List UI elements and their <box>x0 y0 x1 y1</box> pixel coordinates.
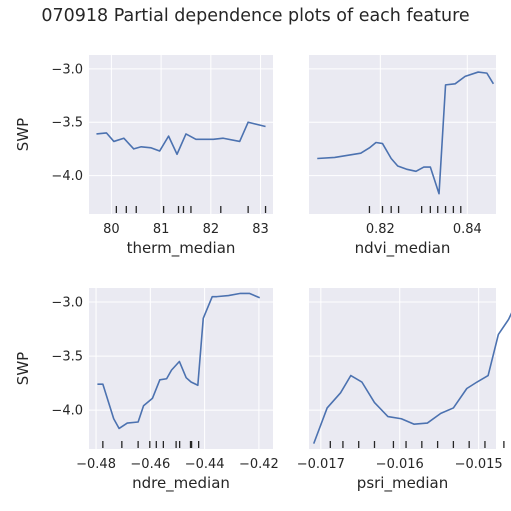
plot-background <box>89 55 273 214</box>
x-tick-label: 83 <box>252 222 269 237</box>
x-tick-label: −0.46 <box>130 457 170 472</box>
figure-title: 070918 Partial dependence plots of each … <box>41 6 470 26</box>
series-line-1 <box>97 292 261 430</box>
series-line-1 <box>317 71 495 195</box>
y-axis-label: SWP <box>14 118 32 151</box>
y-tick-label: −3.0 <box>51 62 83 77</box>
y-tick-label: −3.0 <box>51 296 83 311</box>
series-line-1 <box>312 312 511 444</box>
x-tick-label: −0.017 <box>297 457 345 472</box>
x-tick-label: 82 <box>203 222 220 237</box>
y-tick-label: −4.0 <box>51 169 83 184</box>
y-axis-label: SWP <box>14 352 32 385</box>
x-axis-label: psri_median <box>357 474 448 493</box>
x-axis-label: ndre_median <box>132 474 230 493</box>
y-tick-label: −4.0 <box>51 404 83 419</box>
x-axis-label: therm_median <box>127 239 236 258</box>
x-tick-label: −0.015 <box>455 457 503 472</box>
subplot-1: −4.0 −3.5 −3.0 80 81 82 83 therm_median SWP <box>14 55 273 258</box>
subplot-3: −4.0 −3.5 −3.0 −0.48 −0.46 −0.44 −0.42 ndre_med… <box>14 288 279 493</box>
x-tick-label: −0.42 <box>239 457 279 472</box>
series-line-1 <box>96 121 266 156</box>
x-tick-label: 80 <box>103 222 120 237</box>
x-tick-label: 0.84 <box>453 222 482 237</box>
plot-background <box>309 288 496 449</box>
plot-background <box>89 288 273 449</box>
x-tick-label: 0.82 <box>366 222 395 237</box>
y-tick-label: −3.5 <box>51 350 83 365</box>
y-tick-label: −3.5 <box>51 116 83 131</box>
x-tick-label: −0.48 <box>76 457 116 472</box>
x-tick-label: −0.44 <box>185 457 225 472</box>
x-tick-label: 81 <box>153 222 170 237</box>
x-axis-label: ndvi_median <box>355 239 451 258</box>
x-tick-label: −0.016 <box>376 457 424 472</box>
subplot-4: −0.017 −0.016 −0.015 psri_median <box>297 288 511 493</box>
plot-background <box>309 55 496 214</box>
